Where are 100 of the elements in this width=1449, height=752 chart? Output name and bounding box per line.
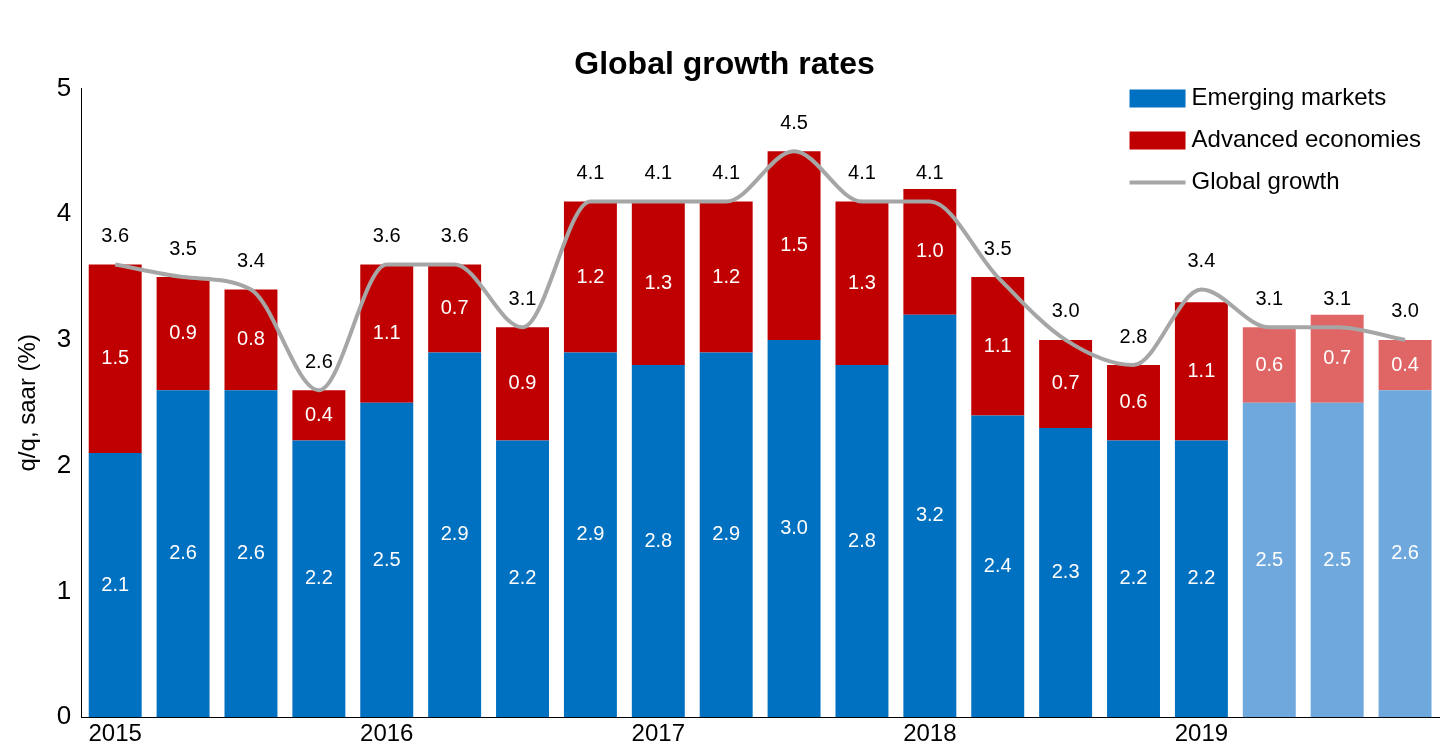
- y-tick-label: 4: [56, 197, 72, 228]
- data-label: 3.4: [237, 249, 265, 272]
- data-label: 0.7: [440, 296, 469, 318]
- bar: [767, 339, 821, 718]
- data-label: 2.6: [1391, 541, 1419, 564]
- bar: [496, 327, 549, 441]
- data-label: 2.4: [983, 553, 1012, 576]
- bar: [971, 277, 1025, 416]
- data-label: 0.6: [1255, 352, 1284, 375]
- data-label: 2.9: [712, 522, 741, 545]
- bar: [224, 289, 278, 391]
- chart-title: Global growth rates: [574, 45, 875, 82]
- bar: [1107, 365, 1160, 441]
- bar: [88, 264, 142, 454]
- data-label: 3.6: [440, 223, 469, 246]
- data-label: 2.5: [1323, 547, 1352, 570]
- legend-label: Emerging markets: [1191, 83, 1387, 111]
- data-label: 1.5: [780, 233, 808, 256]
- bar: [699, 201, 753, 353]
- data-label: 2.6: [169, 541, 197, 564]
- data-label: 0.6: [1119, 390, 1148, 413]
- bar: [156, 277, 210, 391]
- bar: [1039, 339, 1093, 428]
- data-label: 2.2: [1119, 566, 1148, 589]
- bar: [360, 264, 414, 403]
- data-label: 0.7: [1051, 371, 1080, 394]
- bar: [292, 440, 346, 718]
- data-label: 3.2: [915, 503, 944, 526]
- data-label: 2.8: [848, 528, 876, 551]
- y-axis-title: q/q, saar (%): [13, 334, 41, 472]
- data-label: 1.1: [983, 333, 1012, 356]
- bar: [1107, 440, 1160, 718]
- data-label: 2.8: [1119, 324, 1148, 347]
- data-label: 1.0: [915, 239, 944, 262]
- bar: [903, 189, 957, 315]
- x-tick-label: 2018: [903, 719, 957, 747]
- data-label: 2.1: [101, 572, 130, 595]
- data-label: 4.5: [780, 110, 808, 133]
- bar: [428, 264, 482, 353]
- y-tick-label: 2: [56, 448, 72, 479]
- bar: [903, 314, 957, 718]
- data-label: 1.3: [848, 270, 876, 293]
- data-label: 1.5: [101, 346, 130, 369]
- data-label: 2.6: [304, 349, 333, 372]
- y-tick-label: 5: [56, 71, 72, 102]
- data-label: 3.5: [983, 236, 1012, 259]
- data-label: 0.9: [169, 321, 197, 344]
- data-label: 2.9: [440, 522, 469, 545]
- x-tick-label: 2019: [1174, 719, 1229, 747]
- data-label: 1.3: [644, 270, 673, 293]
- data-label: 2.2: [304, 566, 333, 589]
- data-label: 4.1: [915, 161, 944, 184]
- bar: [428, 352, 482, 718]
- bar: [1378, 390, 1432, 718]
- data-label: 4.1: [576, 161, 605, 184]
- data-label: 3.4: [1187, 249, 1216, 272]
- legend-label: Global growth: [1191, 167, 1340, 195]
- data-label: 1.2: [712, 264, 741, 287]
- bar: [1310, 314, 1364, 403]
- bar: [1242, 402, 1296, 718]
- data-label: 2.2: [508, 566, 537, 589]
- data-label: 4.1: [848, 161, 876, 184]
- bar: [88, 453, 142, 718]
- data-label: 2.3: [1051, 560, 1080, 583]
- bar: [360, 402, 414, 718]
- data-label: 2.6: [237, 541, 265, 564]
- bar: [631, 201, 685, 366]
- bar: [1242, 327, 1296, 403]
- data-label: 0.4: [304, 402, 333, 425]
- bar: [1310, 402, 1364, 718]
- data-label: 3.1: [1255, 286, 1284, 309]
- data-label: 4.1: [712, 161, 741, 184]
- data-label: 3.5: [169, 236, 197, 259]
- bar: [224, 390, 278, 718]
- data-label: 1.1: [372, 321, 401, 344]
- bar: [1174, 440, 1228, 718]
- bar: [563, 352, 617, 718]
- legend-label: Advanced economies: [1191, 125, 1422, 153]
- bar: [971, 415, 1025, 718]
- y-tick-label: 1: [56, 574, 72, 605]
- data-label: 2.9: [576, 522, 605, 545]
- bar: [631, 365, 685, 718]
- bar: [292, 390, 346, 441]
- data-label: 3.1: [1323, 286, 1352, 309]
- data-label: 2.8: [644, 528, 673, 551]
- data-label: 0.7: [1323, 346, 1352, 369]
- data-label: 2.2: [1187, 566, 1216, 589]
- data-label: 3.1: [508, 286, 537, 309]
- data-label: 1.2: [576, 264, 605, 287]
- data-label: 2.5: [1255, 547, 1284, 570]
- x-tick-label: 2017: [631, 719, 685, 747]
- y-tick-label: 0: [56, 700, 72, 731]
- data-label: 3.6: [101, 223, 130, 246]
- bar: [1039, 427, 1093, 718]
- data-label: 3.0: [780, 516, 808, 539]
- data-label: 3.0: [1391, 299, 1419, 322]
- bar: [835, 201, 889, 366]
- bar: [496, 440, 549, 718]
- data-label: 3.6: [372, 223, 401, 246]
- data-label: 1.1: [1187, 358, 1216, 381]
